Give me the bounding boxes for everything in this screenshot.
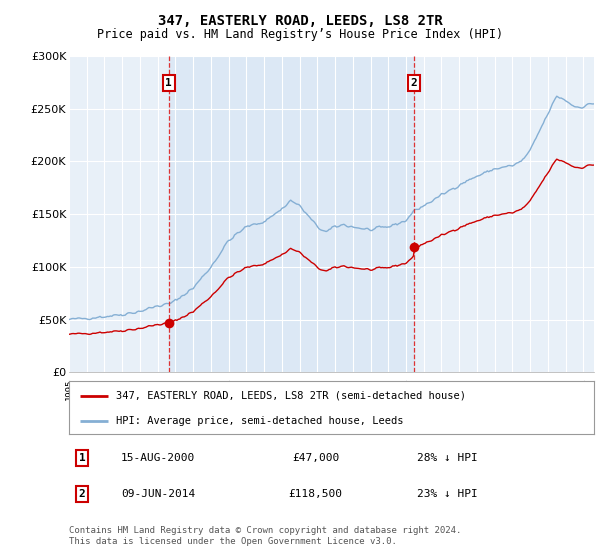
Text: 2: 2 — [79, 489, 86, 499]
Text: 15-AUG-2000: 15-AUG-2000 — [121, 453, 196, 463]
Text: 2: 2 — [410, 78, 417, 88]
Text: £118,500: £118,500 — [289, 489, 343, 499]
Text: 347, EASTERLY ROAD, LEEDS, LS8 2TR: 347, EASTERLY ROAD, LEEDS, LS8 2TR — [158, 14, 442, 28]
Text: 347, EASTERLY ROAD, LEEDS, LS8 2TR (semi-detached house): 347, EASTERLY ROAD, LEEDS, LS8 2TR (semi… — [116, 391, 466, 401]
Text: 1: 1 — [166, 78, 172, 88]
Text: Contains HM Land Registry data © Crown copyright and database right 2024.
This d: Contains HM Land Registry data © Crown c… — [69, 526, 461, 546]
Text: 23% ↓ HPI: 23% ↓ HPI — [416, 489, 478, 499]
Text: HPI: Average price, semi-detached house, Leeds: HPI: Average price, semi-detached house,… — [116, 416, 404, 426]
Text: 28% ↓ HPI: 28% ↓ HPI — [416, 453, 478, 463]
Bar — [169, 56, 414, 372]
Text: 09-JUN-2014: 09-JUN-2014 — [121, 489, 196, 499]
Text: Price paid vs. HM Land Registry’s House Price Index (HPI): Price paid vs. HM Land Registry’s House … — [97, 28, 503, 41]
Text: 1: 1 — [79, 453, 86, 463]
Text: £47,000: £47,000 — [292, 453, 340, 463]
